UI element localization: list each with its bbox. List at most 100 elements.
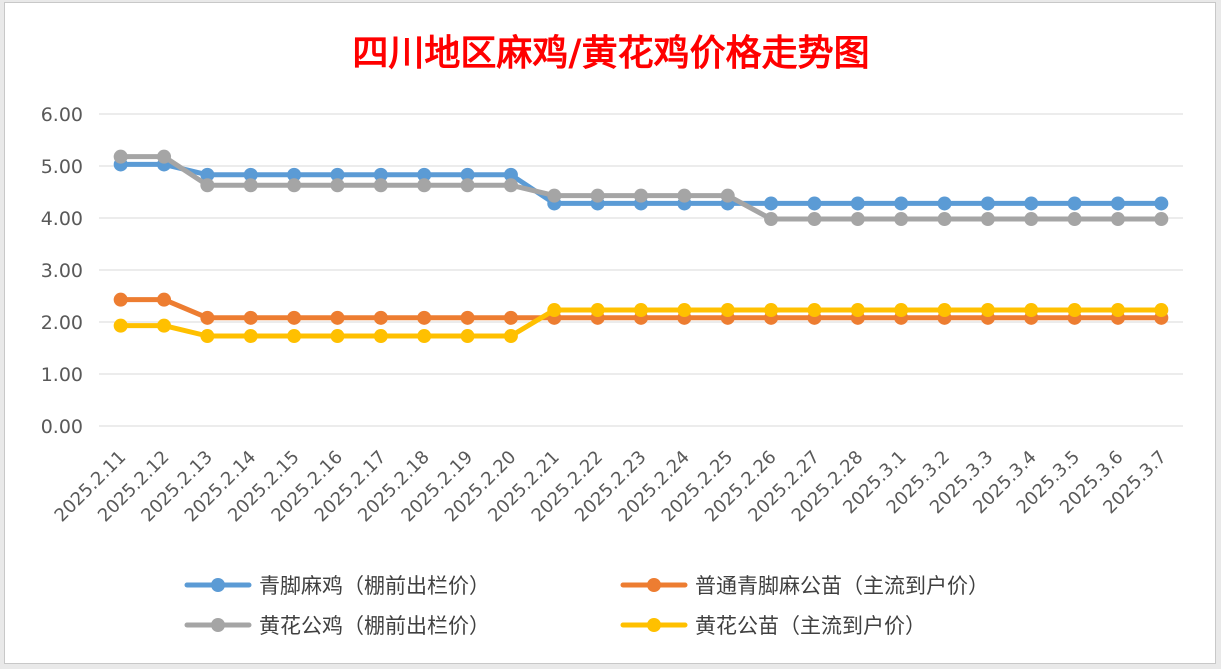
data-point <box>894 196 909 211</box>
data-point <box>460 329 475 344</box>
data-point <box>113 149 128 164</box>
data-point <box>460 310 475 325</box>
data-point <box>850 196 865 211</box>
series-4 <box>113 303 1169 344</box>
data-point <box>503 310 518 325</box>
data-point <box>1067 212 1082 227</box>
data-point <box>807 303 822 318</box>
legend-swatch-marker <box>647 618 661 632</box>
data-point <box>417 329 432 344</box>
data-point <box>200 167 215 182</box>
legend-label: 普通青脚麻公苗（主流到户价） <box>695 574 989 598</box>
legend-swatch-marker <box>211 578 225 592</box>
data-point <box>634 188 648 203</box>
data-point <box>200 178 215 193</box>
y-tick-label: 1.00 <box>41 364 83 386</box>
data-point <box>287 310 302 325</box>
data-point <box>850 212 865 227</box>
data-point <box>287 178 302 193</box>
data-point <box>1154 196 1169 211</box>
data-point <box>113 292 128 307</box>
y-tick-label: 2.00 <box>41 312 83 334</box>
data-point <box>937 303 952 318</box>
data-point <box>200 329 215 344</box>
data-point <box>590 188 605 203</box>
data-point <box>157 292 172 307</box>
data-point <box>590 303 605 318</box>
legend-entry: 黄花公鸡（棚前出栏价） <box>184 614 490 638</box>
data-point <box>330 329 345 344</box>
data-point <box>1024 303 1039 318</box>
data-point <box>503 178 518 193</box>
data-point <box>157 149 172 164</box>
data-point <box>1154 303 1169 318</box>
legend-entry: 普通青脚麻公苗（主流到户价） <box>620 574 989 598</box>
data-point <box>503 167 518 182</box>
data-point <box>720 303 735 318</box>
data-point <box>547 188 562 203</box>
legend-label: 黄花公鸡（棚前出栏价） <box>259 614 490 638</box>
data-point <box>850 303 865 318</box>
data-point <box>113 318 128 333</box>
chart-area: 四川地区麻鸡/黄花鸡价格走势图 0.00 1.00 2.00 3.00 4.00 5.00… <box>4 2 1216 664</box>
data-point <box>980 303 995 318</box>
data-point <box>330 178 345 193</box>
data-point <box>460 178 475 193</box>
legend-swatch-marker <box>647 578 661 592</box>
legend-label: 黄花公苗（主流到户价） <box>695 614 926 638</box>
data-point <box>1110 196 1125 211</box>
y-tick-label: 6.00 <box>41 104 83 126</box>
data-point <box>417 167 432 182</box>
data-point <box>243 329 258 344</box>
data-point <box>1110 303 1125 318</box>
data-point <box>894 212 909 227</box>
data-point <box>980 212 995 227</box>
data-point <box>503 329 518 344</box>
data-point <box>807 196 822 211</box>
data-point <box>330 167 345 182</box>
legend-swatch-marker <box>211 618 225 632</box>
data-point <box>764 212 779 227</box>
data-point <box>200 310 215 325</box>
data-point <box>1067 303 1082 318</box>
data-point <box>634 303 648 318</box>
y-tick-label: 4.00 <box>41 208 83 230</box>
data-point <box>677 188 692 203</box>
line-chart: 四川地区麻鸡/黄花鸡价格走势图 0.00 1.00 2.00 3.00 4.00 5.00… <box>41 32 1183 638</box>
data-point <box>373 329 388 344</box>
chart-title: 四川地区麻鸡/黄花鸡价格走势图 <box>352 32 869 74</box>
data-point <box>547 303 562 318</box>
data-point <box>243 167 258 182</box>
data-point <box>157 318 172 333</box>
data-point <box>373 178 388 193</box>
data-point <box>1110 212 1125 227</box>
data-point <box>764 196 779 211</box>
data-point <box>417 310 432 325</box>
data-point <box>330 310 345 325</box>
y-tick-label: 0.00 <box>41 416 83 438</box>
data-point <box>1024 196 1039 211</box>
data-point <box>1154 212 1169 227</box>
data-point <box>937 212 952 227</box>
data-point <box>287 329 302 344</box>
legend-label: 青脚麻鸡（棚前出栏价） <box>259 574 490 598</box>
data-point <box>243 178 258 193</box>
data-point <box>980 196 995 211</box>
data-point <box>460 167 475 182</box>
data-point <box>1024 212 1039 227</box>
y-tick-label: 3.00 <box>41 260 83 282</box>
data-point <box>287 167 302 182</box>
data-point <box>417 178 432 193</box>
series-3 <box>113 149 1169 227</box>
data-point <box>894 303 909 318</box>
data-point <box>807 212 822 227</box>
data-point <box>1067 196 1082 211</box>
y-tick-label: 5.00 <box>41 156 83 178</box>
legend-entry: 青脚麻鸡（棚前出栏价） <box>184 574 490 598</box>
data-point <box>373 167 388 182</box>
data-point <box>764 303 779 318</box>
data-point <box>243 310 258 325</box>
data-point <box>373 310 388 325</box>
data-point <box>937 196 952 211</box>
data-point <box>720 188 735 203</box>
